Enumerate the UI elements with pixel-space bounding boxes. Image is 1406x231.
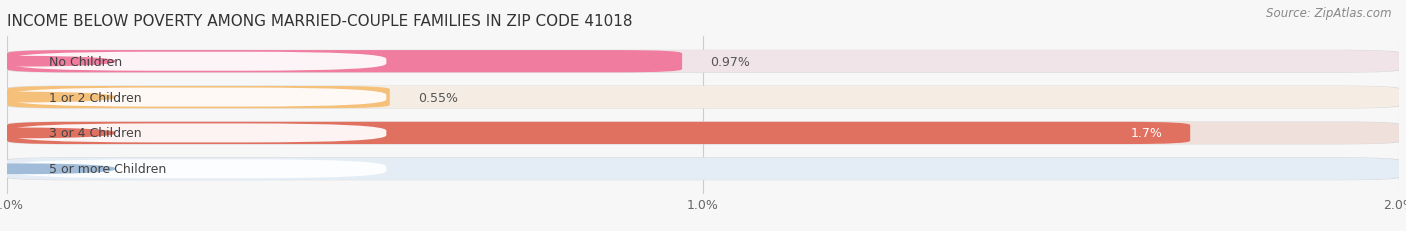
Text: No Children: No Children	[49, 55, 122, 68]
Circle shape	[0, 93, 115, 102]
FancyBboxPatch shape	[7, 87, 389, 109]
FancyBboxPatch shape	[7, 51, 1399, 73]
FancyBboxPatch shape	[7, 51, 682, 73]
FancyBboxPatch shape	[10, 124, 387, 143]
Circle shape	[0, 57, 115, 67]
Text: 5 or more Children: 5 or more Children	[49, 163, 166, 176]
FancyBboxPatch shape	[4, 158, 1402, 180]
Text: 3 or 4 Children: 3 or 4 Children	[49, 127, 142, 140]
Text: INCOME BELOW POVERTY AMONG MARRIED-COUPLE FAMILIES IN ZIP CODE 41018: INCOME BELOW POVERTY AMONG MARRIED-COUPL…	[7, 14, 633, 29]
Text: Source: ZipAtlas.com: Source: ZipAtlas.com	[1267, 7, 1392, 20]
FancyBboxPatch shape	[7, 122, 1191, 144]
Text: 1 or 2 Children: 1 or 2 Children	[49, 91, 142, 104]
FancyBboxPatch shape	[10, 160, 387, 179]
Text: 0.55%: 0.55%	[418, 91, 457, 104]
FancyBboxPatch shape	[10, 88, 387, 107]
Text: 0.0%: 0.0%	[35, 163, 67, 176]
FancyBboxPatch shape	[4, 86, 1402, 109]
FancyBboxPatch shape	[7, 158, 1399, 180]
Text: 1.7%: 1.7%	[1130, 127, 1163, 140]
FancyBboxPatch shape	[4, 122, 1402, 145]
Circle shape	[0, 129, 115, 138]
FancyBboxPatch shape	[7, 122, 1399, 144]
FancyBboxPatch shape	[4, 51, 1402, 73]
Text: 0.97%: 0.97%	[710, 55, 749, 68]
Circle shape	[0, 164, 115, 174]
FancyBboxPatch shape	[10, 52, 387, 71]
FancyBboxPatch shape	[7, 87, 1399, 109]
